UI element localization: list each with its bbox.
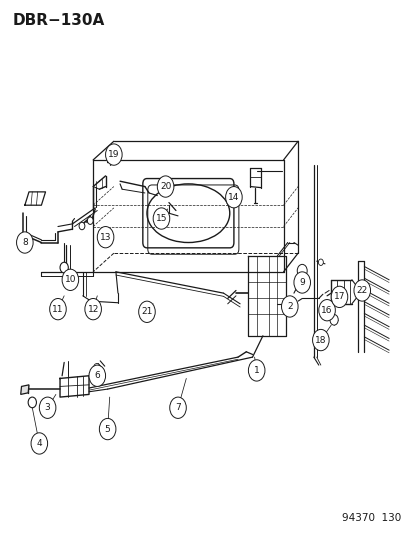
Circle shape <box>39 397 56 418</box>
Circle shape <box>312 329 328 351</box>
Circle shape <box>17 232 33 253</box>
Text: 14: 14 <box>228 193 239 201</box>
Text: 7: 7 <box>175 403 180 412</box>
Circle shape <box>138 301 155 322</box>
Polygon shape <box>21 385 29 394</box>
Text: 17: 17 <box>333 293 344 301</box>
Text: 4: 4 <box>36 439 42 448</box>
Circle shape <box>153 208 169 229</box>
Text: 8: 8 <box>22 238 28 247</box>
Circle shape <box>93 364 100 372</box>
Text: 18: 18 <box>314 336 326 344</box>
Circle shape <box>225 187 242 208</box>
Circle shape <box>60 262 68 273</box>
Text: 19: 19 <box>108 150 119 159</box>
Circle shape <box>85 298 101 320</box>
Circle shape <box>31 433 47 454</box>
Circle shape <box>293 272 310 293</box>
Circle shape <box>50 298 66 320</box>
Circle shape <box>353 280 370 301</box>
Circle shape <box>62 269 78 290</box>
Circle shape <box>157 176 173 197</box>
Circle shape <box>87 217 93 224</box>
Text: 12: 12 <box>87 305 99 313</box>
Circle shape <box>318 300 335 321</box>
Text: 94370  130: 94370 130 <box>342 513 401 523</box>
Circle shape <box>248 360 264 381</box>
Text: 15: 15 <box>155 214 167 223</box>
Text: 16: 16 <box>320 306 332 314</box>
Text: 13: 13 <box>100 233 111 241</box>
Text: 9: 9 <box>299 278 304 287</box>
Circle shape <box>97 227 114 248</box>
Circle shape <box>281 296 297 317</box>
Circle shape <box>318 259 323 265</box>
Circle shape <box>79 222 85 230</box>
Text: 6: 6 <box>94 372 100 380</box>
Text: 11: 11 <box>52 305 64 313</box>
Circle shape <box>329 314 337 325</box>
Text: 22: 22 <box>356 286 367 295</box>
Text: 3: 3 <box>45 403 50 412</box>
Circle shape <box>330 286 347 308</box>
Text: 20: 20 <box>159 182 171 191</box>
Circle shape <box>297 264 306 277</box>
Text: 1: 1 <box>253 366 259 375</box>
Circle shape <box>169 397 186 418</box>
Text: 2: 2 <box>286 302 292 311</box>
Circle shape <box>89 365 105 386</box>
Circle shape <box>28 397 36 408</box>
Circle shape <box>99 418 116 440</box>
Text: 10: 10 <box>64 276 76 284</box>
Text: DBR−130A: DBR−130A <box>12 13 104 28</box>
Text: 21: 21 <box>141 308 152 316</box>
Text: 5: 5 <box>104 425 110 433</box>
Circle shape <box>105 144 122 165</box>
